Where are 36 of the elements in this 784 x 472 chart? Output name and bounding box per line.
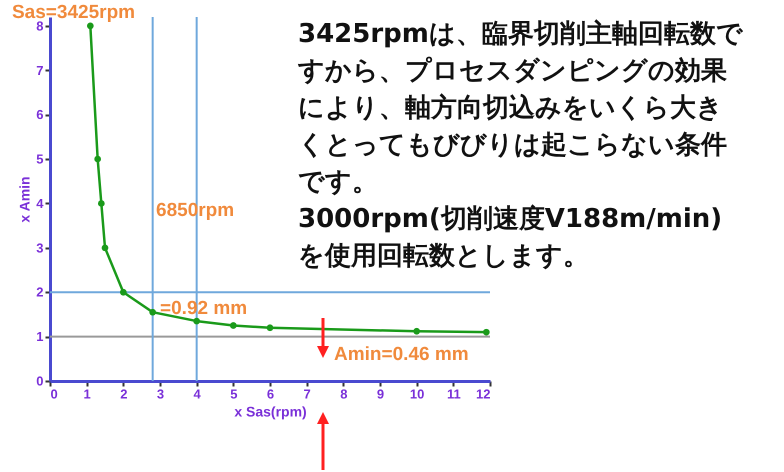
x-tick-label: 12: [476, 386, 490, 402]
point: [413, 328, 420, 335]
x-axis-title: x Sas(rpm): [234, 404, 307, 420]
point: [266, 324, 274, 332]
point: [120, 288, 127, 296]
x-tick-label: 10: [410, 386, 424, 402]
point: [149, 308, 156, 316]
y-tick-label: 5: [36, 152, 44, 167]
annotation: 3425rpmは、臨界切削主軸回転数ですから、プロセスダンピングの効果により、軸方向切込みをいくら大きくとってもびびりは起こらない条件です。 3000rpm(切削速度V188m/min)を使用回転数とします。: [298, 18, 744, 273]
x-tick-label: 4: [194, 386, 202, 402]
point: [193, 318, 200, 324]
x-tick-label: 11: [446, 386, 461, 402]
y-tick-label: 7: [36, 62, 44, 78]
y-tick-label: 2: [36, 284, 44, 300]
point: [102, 244, 108, 252]
x-tick-label: 5: [230, 386, 238, 402]
x-tick-label: 6: [266, 386, 274, 402]
y-tick-label: 3: [36, 240, 44, 256]
x-tick-label: 0: [50, 386, 58, 402]
point: [230, 322, 237, 329]
annotation: Amin=0.46 mm: [334, 344, 469, 366]
point: [482, 328, 490, 336]
x-tick-label: 1: [84, 386, 91, 402]
y-tick-label: 6: [36, 107, 44, 122]
y-tick-label: 0: [36, 374, 44, 388]
point: [98, 200, 105, 207]
x-tick-label: 9: [376, 386, 384, 402]
y-axis-title: x Amin: [16, 176, 32, 223]
x-tick-label: 8: [340, 386, 348, 402]
x-tick-label: 2: [120, 386, 128, 402]
point: [94, 156, 102, 162]
x-tick-label: 7: [304, 386, 311, 402]
y-tick-label: 1: [36, 329, 44, 344]
y-tick-label: 4: [36, 196, 44, 211]
x-tick-label: 3: [156, 386, 164, 402]
point: [86, 22, 94, 30]
